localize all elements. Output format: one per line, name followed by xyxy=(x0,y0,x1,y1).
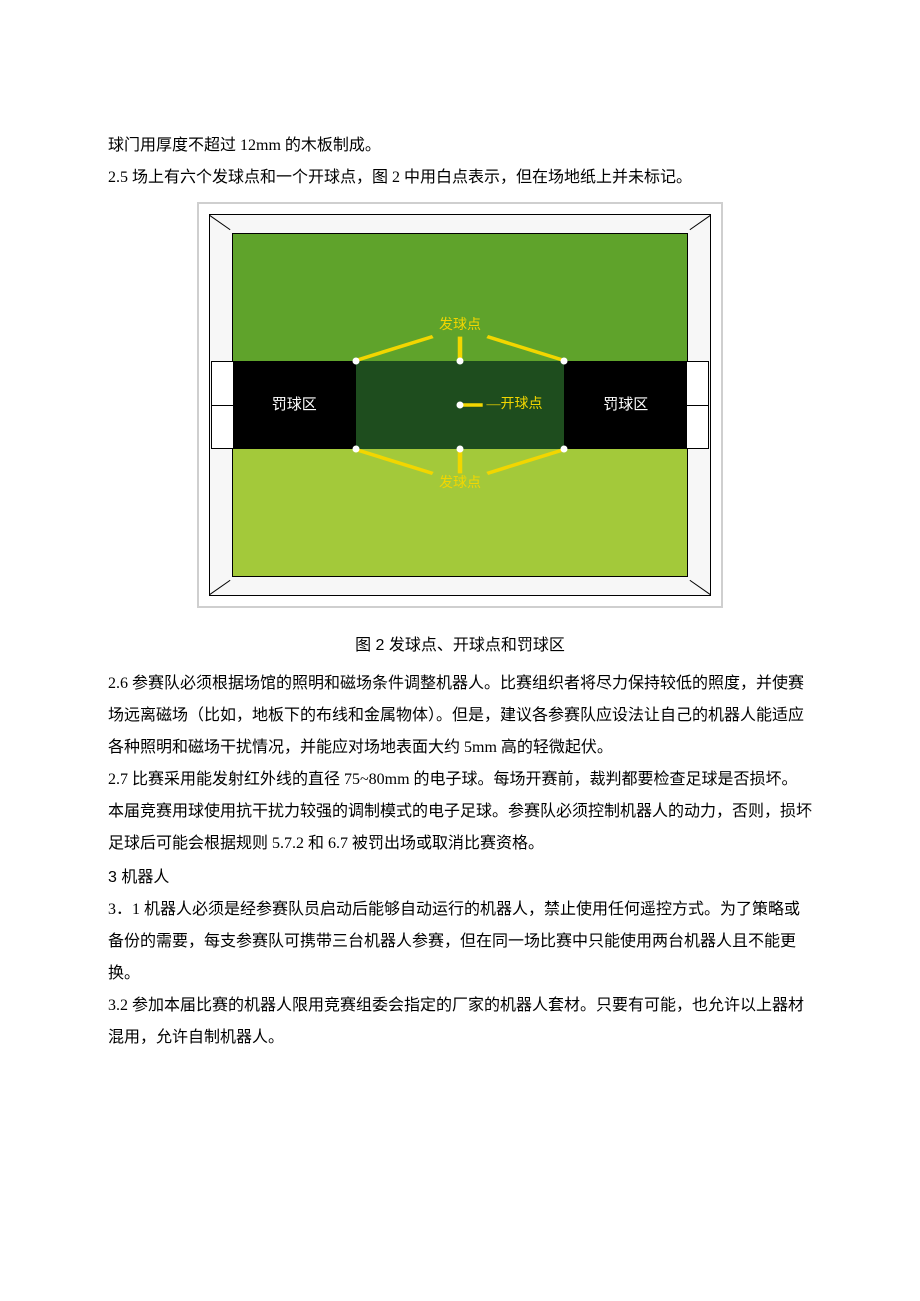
figure-2-caption: 图 2 发球点、开球点和罚球区 xyxy=(108,630,812,662)
serve-dot xyxy=(561,357,568,364)
figure-2: 发球点 发球点 —开球点 罚球区 罚球区 xyxy=(108,202,812,620)
field-outer-frame: 发球点 发球点 —开球点 罚球区 罚球区 xyxy=(197,202,723,608)
serve-dot xyxy=(561,446,568,453)
label-penalty-left: 罚球区 xyxy=(272,390,317,420)
field-frame: 发球点 发球点 —开球点 罚球区 罚球区 xyxy=(209,214,711,596)
label-penalty-right: 罚球区 xyxy=(603,390,648,420)
paragraph-2-7: 2.7 比赛采用能发射红外线的直径 75~80mm 的电子球。每场开赛前，裁判都… xyxy=(108,764,812,860)
paragraph-2-5: 2.5 场上有六个发球点和一个开球点，图 2 中用白点表示，但在场地纸上并未标记… xyxy=(108,162,812,194)
serve-dot xyxy=(457,402,464,409)
paragraph-3-2: 3.2 参加本届比赛的机器人限用竞赛组委会指定的厂家的机器人套材。只要有可能，也… xyxy=(108,990,812,1054)
goal-right xyxy=(687,361,709,450)
field-inner: 发球点 发球点 —开球点 罚球区 罚球区 xyxy=(232,233,688,577)
heading-3: 3 机器人 xyxy=(108,862,812,894)
serve-dot xyxy=(352,357,359,364)
paragraph-3-1: 3．1 机器人必须是经参赛队员启动后能够自动运行的机器人，禁止使用任何遥控方式。… xyxy=(108,894,812,990)
perspective-line-tr xyxy=(692,215,710,233)
label-serve-top: 发球点 xyxy=(439,312,481,340)
serve-dot xyxy=(352,446,359,453)
band-top xyxy=(233,234,687,361)
paragraph-2-6: 2.6 参赛队必须根据场馆的照明和磁场条件调整机器人。比赛组织者将尽力保持较低的… xyxy=(108,668,812,764)
serve-dot xyxy=(457,357,464,364)
page: 球门用厚度不超过 12mm 的木板制成。 2.5 场上有六个发球点和一个开球点，… xyxy=(0,0,920,1301)
perspective-line-br xyxy=(692,577,710,595)
label-kickoff: —开球点 xyxy=(486,391,542,419)
paragraph-2-4b: 球门用厚度不超过 12mm 的木板制成。 xyxy=(108,130,812,162)
band-bottom xyxy=(233,449,687,576)
label-serve-bottom: 发球点 xyxy=(439,470,481,498)
perspective-line-bl xyxy=(210,577,228,595)
goal-left xyxy=(211,361,233,450)
perspective-line-tl xyxy=(210,215,228,233)
serve-dot xyxy=(457,446,464,453)
